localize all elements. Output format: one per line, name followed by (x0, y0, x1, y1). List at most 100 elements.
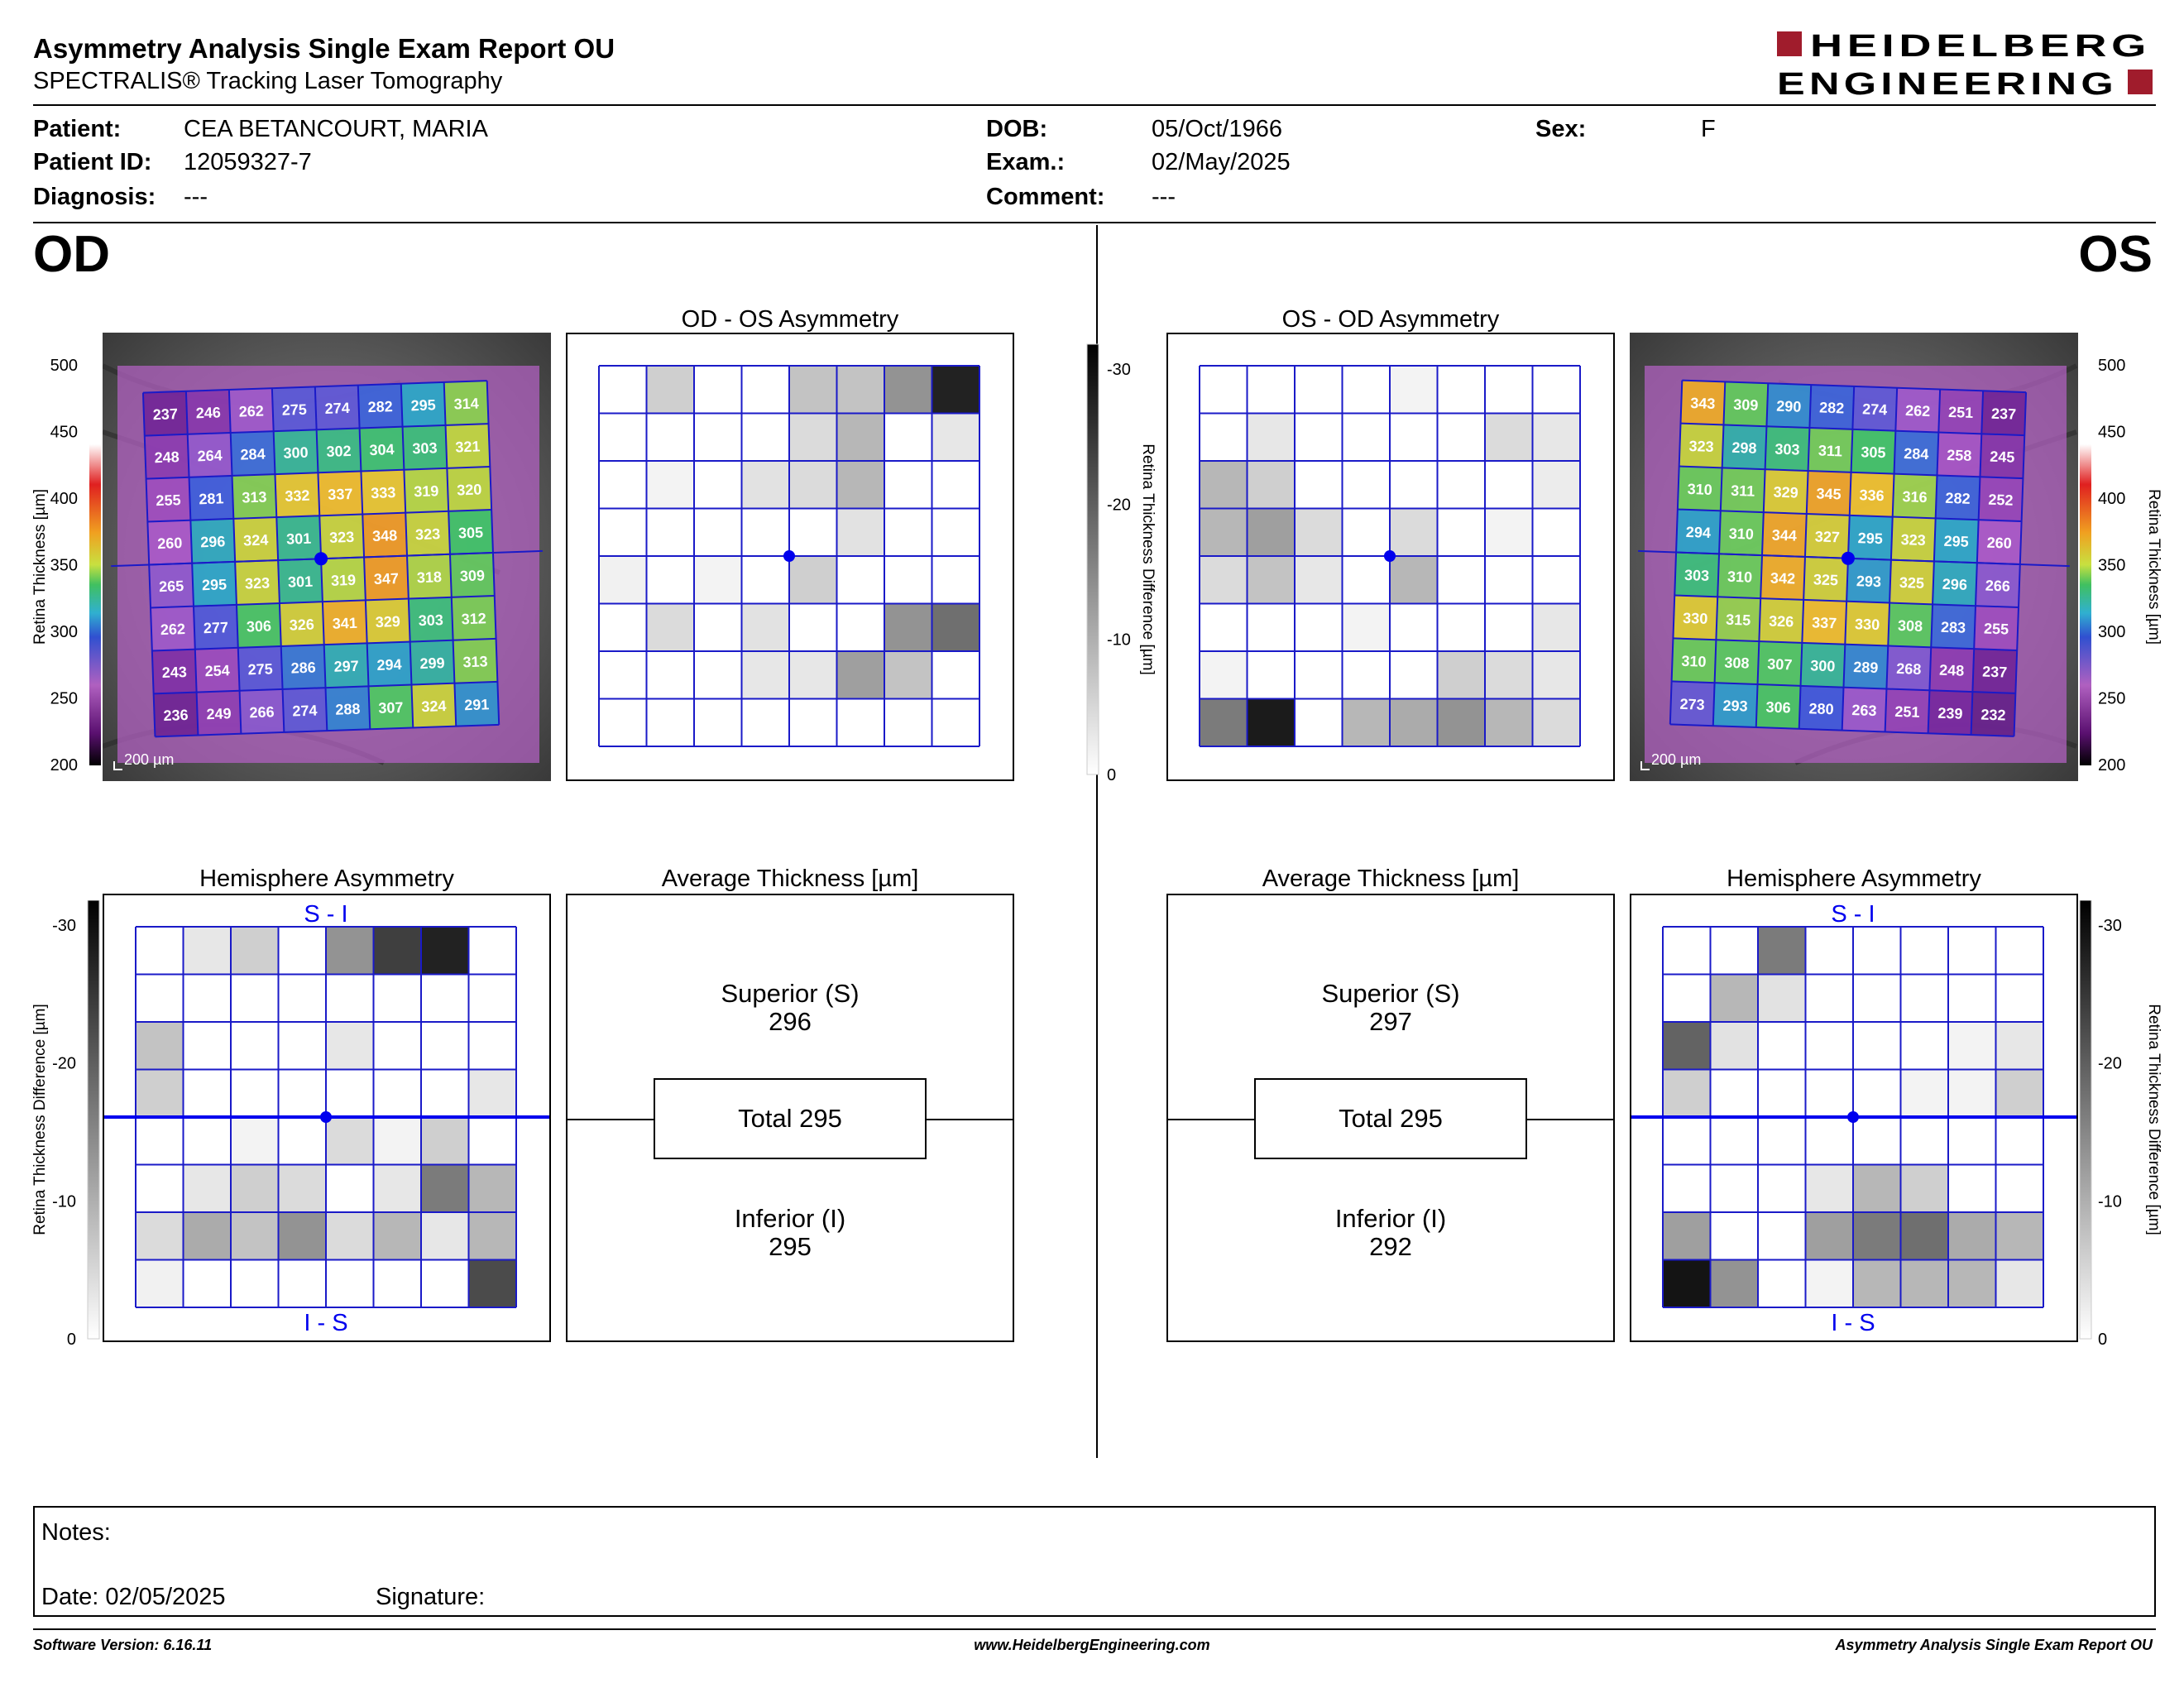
thickness-cell (1755, 684, 1801, 729)
diff-cell (789, 556, 837, 604)
diff-cell (183, 1259, 231, 1307)
od-average-panel: Superior (S) 296 Total 295 Inferior (I) … (566, 894, 1014, 1342)
diff-cell (646, 698, 694, 746)
diff-cell (1390, 698, 1438, 746)
center-divider (1096, 225, 1098, 1458)
thickness-cell (1806, 471, 1851, 516)
diff-cell (1995, 1022, 2043, 1070)
diff-cell (1342, 461, 1390, 509)
exam-value: 02/May/2025 (1152, 149, 1291, 175)
thickness-value: 313 (242, 488, 267, 506)
diff-cell (1437, 461, 1485, 509)
diff-cell (1710, 1212, 1758, 1260)
diff-cell (183, 974, 231, 1022)
diff-cell (1758, 927, 1806, 975)
thickness-value: 299 (419, 655, 445, 672)
thickness-value: 295 (410, 396, 436, 414)
thickness-value: 323 (1900, 531, 1926, 549)
diff-cell (884, 366, 932, 414)
thickness-value: 265 (159, 578, 184, 595)
thickness-cell (1976, 563, 2020, 607)
thickness-cell (1765, 426, 1810, 472)
thickness-cell (1938, 389, 1984, 434)
diff-cell (1710, 1069, 1758, 1117)
tick-label: 250 (2098, 690, 2125, 708)
diff-cell (373, 1069, 421, 1117)
os-eye-label: OS (2078, 226, 2153, 283)
diff-cell (136, 1212, 184, 1260)
axis-label: Retina Thickness Difference [µm] (2145, 1004, 2162, 1235)
diff-cell (183, 1069, 231, 1117)
thickness-value: 344 (1771, 527, 1797, 544)
thickness-cell (448, 510, 493, 554)
color-bar (2080, 364, 2091, 765)
thickness-cell (1895, 387, 1941, 433)
diff-cell (932, 366, 979, 414)
diff-cell (421, 974, 469, 1022)
heidelberg-logo: HEIDELBERG ENGINEERING (1777, 29, 2154, 103)
diff-cell (1342, 556, 1390, 604)
notes-label: Notes: (41, 1519, 111, 1546)
thickness-cell (189, 475, 234, 520)
grid-line (1669, 723, 2014, 737)
thickness-cell (1712, 683, 1758, 727)
diff-cell (1200, 556, 1248, 604)
diff-cell (1805, 1212, 1853, 1260)
od-superior-value: 296 (769, 1007, 812, 1036)
diff-cell (1995, 1212, 2043, 1260)
diff-cell (1247, 698, 1295, 746)
thickness-value: 291 (464, 696, 490, 713)
od-asymmetry-title: OD - OS Asymmetry (681, 306, 899, 333)
thickness-cell (1677, 466, 1722, 511)
diff-cell (1295, 413, 1343, 461)
tick-label: -10 (2098, 1192, 2122, 1211)
diff-cell (1758, 1022, 1806, 1070)
diff-cell (694, 508, 742, 556)
diff-cell (1853, 1069, 1901, 1117)
thickness-value: 297 (333, 658, 359, 675)
diff-cell (1805, 1259, 1853, 1307)
hemi-bottom-label: I - S (1831, 1310, 1875, 1336)
thickness-value: 326 (289, 616, 314, 634)
report-title: Asymmetry Analysis Single Exam Report OU (33, 33, 615, 64)
thickness-cell (1972, 649, 2018, 693)
thickness-value: 282 (1819, 399, 1845, 416)
thickness-value: 305 (458, 524, 484, 541)
thickness-cell (449, 552, 495, 597)
diff-cell (1390, 366, 1438, 414)
diff-cell (136, 1164, 184, 1212)
grid-line (150, 594, 495, 609)
thickness-cell (282, 688, 328, 732)
thickness-cell (1680, 380, 1726, 425)
diff-cell (373, 974, 421, 1022)
diff-cell (884, 698, 932, 746)
thickness-value: 301 (286, 530, 312, 548)
diff-cell (468, 1117, 516, 1165)
thickness-cell (404, 468, 449, 513)
thickness-cell (1802, 599, 1847, 645)
diff-cell (884, 603, 932, 651)
thickness-value: 284 (1904, 445, 1929, 463)
diff-cell (136, 1117, 184, 1165)
diff-cell (1342, 508, 1390, 556)
diff-cell (1995, 1117, 2043, 1165)
os-hemisphere-diff-scale: -30 -20 -10 0 Retina Thickness Difference [µ… (2079, 900, 2162, 1347)
thickness-cell (1852, 386, 1898, 431)
tick-label: -30 (52, 917, 76, 935)
od-hemisphere-diff-scale: -30 -20 -10 0 Retina Thickness Difference [µ… (31, 900, 100, 1347)
diff-cell (1437, 556, 1485, 604)
thickness-cell (1800, 642, 1846, 688)
thickness-value: 254 (204, 662, 230, 679)
diff-cell (326, 1022, 374, 1070)
thickness-cell (1671, 638, 1717, 683)
diff-cell (741, 461, 789, 509)
diff-cell (884, 413, 932, 461)
diff-cell (1485, 461, 1533, 509)
thickness-cell (185, 389, 231, 434)
thickness-value: 289 (1853, 659, 1879, 676)
diff-cell (1485, 651, 1533, 699)
footer-website[interactable]: www.HeidelbergEngineering.com (974, 1637, 1210, 1653)
diff-cell (884, 651, 932, 699)
thickness-cell (368, 684, 414, 730)
gray-bar (1086, 343, 1099, 775)
